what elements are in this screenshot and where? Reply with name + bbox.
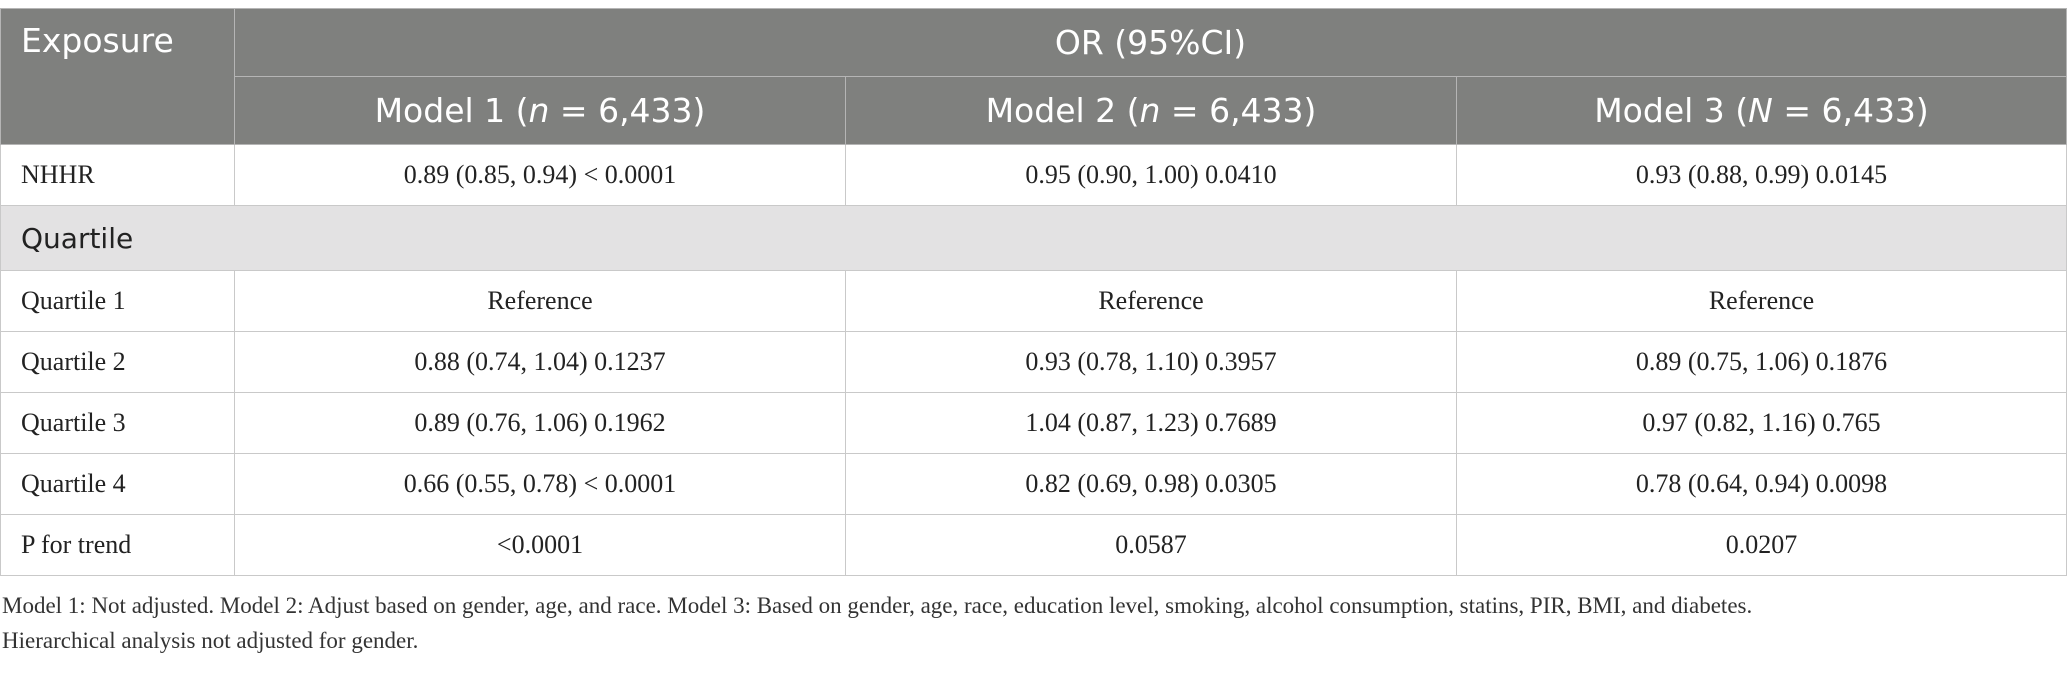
header-exposure: Exposure: [0, 8, 235, 145]
table-row: Quartile 2 0.88 (0.74, 1.04) 0.1237 0.93…: [0, 331, 2067, 393]
table-row: Quartile 3 0.89 (0.76, 1.06) 0.1962 1.04…: [0, 392, 2067, 454]
header-model-1: Model 1 (n = 6,433): [234, 76, 846, 145]
cell-model-3: 0.97 (0.82, 1.16) 0.765: [1455, 392, 2067, 454]
table-row: NHHR 0.89 (0.85, 0.94) < 0.0001 0.95 (0.…: [0, 144, 2067, 206]
row-label: NHHR: [0, 144, 235, 206]
cell-model-2: 1.04 (0.87, 1.23) 0.7689: [845, 392, 1457, 454]
table-header: Exposure OR (95%CI) Model 1 (n = 6,433) …: [0, 8, 2067, 145]
odds-ratio-table: Exposure OR (95%CI) Model 1 (n = 6,433) …: [0, 8, 2067, 576]
row-label: Quartile 2: [0, 331, 235, 393]
cell-model-2: 0.82 (0.69, 0.98) 0.0305: [845, 453, 1457, 515]
cell-model-1: 0.89 (0.85, 0.94) < 0.0001: [234, 144, 846, 206]
cell-model-3: 0.89 (0.75, 1.06) 0.1876: [1455, 331, 2067, 393]
row-label: Quartile 4: [0, 453, 235, 515]
cell-model-1: Reference: [234, 270, 846, 332]
header-or-95ci: OR (95%CI): [233, 8, 2067, 77]
header-model-3: Model 3 (N = 6,433): [1455, 76, 2067, 145]
table-body: NHHR 0.89 (0.85, 0.94) < 0.0001 0.95 (0.…: [0, 144, 2067, 576]
row-label: P for trend: [0, 514, 235, 576]
section-row: Quartile: [0, 205, 2067, 271]
cell-model-3: 0.0207: [1455, 514, 2067, 576]
cell-model-1: 0.66 (0.55, 0.78) < 0.0001: [234, 453, 846, 515]
cell-model-3: 0.93 (0.88, 0.99) 0.0145: [1455, 144, 2067, 206]
cell-model-2: 0.0587: [845, 514, 1457, 576]
cell-model-1: 0.88 (0.74, 1.04) 0.1237: [234, 331, 846, 393]
cell-model-2: Reference: [845, 270, 1457, 332]
cell-model-2: 0.95 (0.90, 1.00) 0.0410: [845, 144, 1457, 206]
row-label: Quartile 1: [0, 270, 235, 332]
header-model-2: Model 2 (n = 6,433): [845, 76, 1457, 145]
table-row: Quartile 4 0.66 (0.55, 0.78) < 0.0001 0.…: [0, 453, 2067, 515]
table-row: P for trend <0.0001 0.0587 0.0207: [0, 514, 2067, 576]
row-label: Quartile 3: [0, 392, 235, 454]
cell-model-2: 0.93 (0.78, 1.10) 0.3957: [845, 331, 1457, 393]
footnote-line-2: Hierarchical analysis not adjusted for g…: [2, 628, 419, 653]
cell-model-1: 0.89 (0.76, 1.06) 0.1962: [234, 392, 846, 454]
table-footnote: Model 1: Not adjusted. Model 2: Adjust b…: [0, 576, 2062, 658]
section-title-quartile: Quartile: [0, 205, 2067, 271]
cell-model-3: Reference: [1455, 270, 2067, 332]
cell-model-1: <0.0001: [234, 514, 846, 576]
results-table-container: Exposure OR (95%CI) Model 1 (n = 6,433) …: [0, 8, 2067, 658]
footnote-line-1: Model 1: Not adjusted. Model 2: Adjust b…: [2, 593, 1753, 618]
cell-model-3: 0.78 (0.64, 0.94) 0.0098: [1455, 453, 2067, 515]
table-row: Quartile 1 Reference Reference Reference: [0, 270, 2067, 332]
